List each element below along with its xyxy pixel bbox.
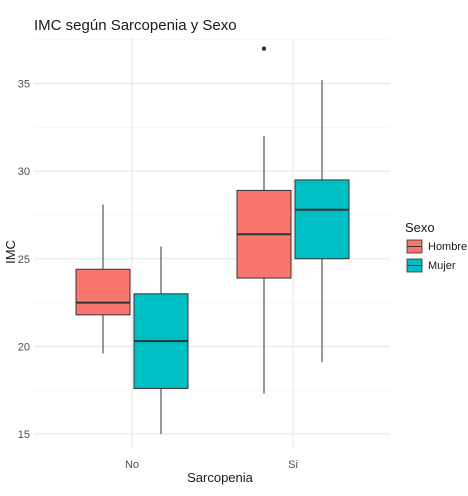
- box-mujer-no: [133, 246, 189, 434]
- box-hombre-no: [75, 204, 131, 354]
- outlier-point: [261, 46, 267, 51]
- legend-label-mujer: Mujer: [428, 260, 456, 272]
- box-body: [75, 268, 131, 316]
- legend-label-hombre: Hombre: [428, 241, 467, 253]
- y-tick-label: 35: [18, 79, 30, 91]
- x-axis-title: Sarcopenia: [187, 470, 254, 485]
- grid: [34, 38, 390, 448]
- x-tick-label: No: [125, 459, 139, 471]
- x-tick-labels: No Si: [125, 459, 298, 471]
- box-body: [294, 179, 350, 260]
- y-tick-labels: 15 20 25 30 35: [18, 79, 30, 441]
- x-tick-label: Si: [288, 459, 298, 471]
- boxes: [75, 46, 350, 434]
- chart-title: IMC según Sarcopenia y Sexo: [34, 17, 237, 34]
- y-axis-title: IMC: [3, 240, 18, 264]
- box-hombre-si: [236, 46, 292, 394]
- box-mujer-si: [294, 80, 350, 363]
- y-tick-label: 15: [18, 429, 30, 441]
- y-tick-label: 25: [18, 254, 30, 266]
- legend: Sexo Hombre Mujer: [405, 220, 467, 273]
- legend-title: Sexo: [405, 220, 435, 235]
- y-tick-label: 30: [18, 166, 30, 178]
- y-tick-label: 20: [18, 341, 30, 353]
